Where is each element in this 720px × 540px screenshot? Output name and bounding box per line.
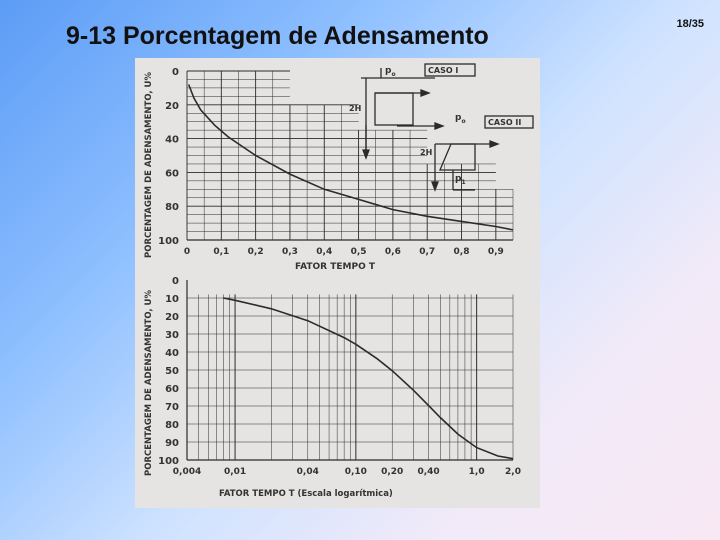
bottom-chart-grid (186, 280, 514, 461)
case1-label-box (424, 63, 476, 77)
bottom-y-tick-label: 90 (165, 438, 179, 449)
top-chart-grid (186, 70, 514, 241)
top-y-tick-label: 100 (158, 236, 179, 247)
case1-arrowhead-right (420, 89, 431, 97)
top-x-tick-label: 0,9 (488, 247, 504, 257)
top-y-tick-label: 20 (165, 101, 179, 112)
slide-title: 9-13 Porcentagem de Adensamento (66, 22, 489, 50)
bottom-chart-series-line (223, 297, 514, 460)
bottom-y-tick-label: 50 (165, 366, 179, 377)
top-x-tick-label: 0,6 (385, 247, 401, 257)
top-y-tick-label: 80 (165, 202, 179, 213)
top-chart-x-ticks: 0 0,1 0,2 0,3 0,4 0,5 0,6 0,7 0,8 0,9 (184, 247, 504, 257)
bottom-chart-x-axis-label: FATOR TEMPO T (Escala logarítmica) (219, 489, 393, 499)
bottom-y-tick-label: 40 (165, 348, 179, 359)
bottom-chart-y-axis-label: PORCENTAGEM DE ADENSAMENTO, U% (144, 290, 154, 476)
top-x-tick-label: 0,4 (316, 247, 332, 257)
top-y-tick-label: 40 (165, 135, 179, 146)
bottom-y-tick-label: 70 (165, 402, 179, 413)
top-y-tick-label: 0 (172, 67, 179, 78)
scanned-figure: 0 20 40 60 80 100 0 0,1 0,2 0,3 0,4 0,5 0,6 0,7 0,8 0,… (135, 58, 540, 508)
bottom-chart-x-ticks: 0,004 0,01 0,04 0,10 0,20 0,40 1,0 2,0 (173, 467, 521, 477)
case1-pressure-block (374, 92, 414, 126)
top-x-tick-label: 0,2 (248, 247, 264, 257)
bottom-x-tick-label: 1,0 (469, 467, 485, 477)
case1-arrowhead-base (434, 122, 445, 130)
case1-label: CASO I (428, 66, 458, 75)
top-x-tick-label: 0,3 (282, 247, 298, 257)
bottom-x-tick-label: 0,004 (173, 467, 201, 477)
bottom-chart: 0 10 20 30 40 50 60 70 80 90 100 0,004 0,01 0,04 0,10… (144, 276, 521, 499)
top-x-tick-label: 0,5 (351, 247, 367, 257)
case2-arrowhead-right (489, 140, 500, 148)
bottom-y-tick-label: 20 (165, 312, 179, 323)
top-chart-y-ticks: 0 20 40 60 80 100 (158, 67, 179, 247)
bottom-y-tick-label: 10 (165, 294, 179, 305)
bottom-y-tick-label: 60 (165, 384, 179, 395)
top-y-tick-label: 60 (165, 168, 179, 179)
bottom-x-tick-label: 2,0 (505, 467, 521, 477)
bottom-x-tick-label: 0,20 (381, 467, 403, 477)
top-chart-y-axis-label: PORCENTAGEM DE ADENSAMENTO, U% (144, 72, 154, 258)
case2-pressure-trapezoid (439, 143, 476, 171)
case2-bottom-load-label: p1 (455, 174, 466, 186)
case1-arrowhead-down (362, 149, 370, 160)
top-chart-series-line (187, 84, 514, 231)
case2-height-label: 2H (420, 148, 432, 157)
page-number: 18/35 (676, 18, 704, 30)
bottom-x-tick-label: 0,40 (417, 467, 439, 477)
case-diagrams (361, 63, 534, 192)
top-x-tick-label: 0,1 (213, 247, 229, 257)
case2-label: CASO II (488, 118, 521, 127)
bottom-x-tick-label: 0,04 (297, 467, 319, 477)
case1-height-label: 2H (349, 104, 361, 113)
top-x-tick-label: 0 (184, 247, 190, 257)
case1-load-label: po (385, 66, 396, 78)
bottom-chart-y-ticks: 0 10 20 30 40 50 60 70 80 90 100 (158, 276, 179, 467)
top-x-tick-label: 0,8 (454, 247, 470, 257)
bottom-x-tick-label: 0,01 (224, 467, 246, 477)
case2-arrowhead-down (431, 181, 439, 192)
case2-load-label: po (455, 113, 466, 125)
bottom-y-tick-label: 100 (158, 456, 179, 467)
case2-label-box (484, 115, 534, 129)
top-chart: 0 20 40 60 80 100 0 0,1 0,2 0,3 0,4 0,5 0,6 0,7 0,8 0,… (144, 63, 534, 272)
bottom-y-tick-label: 0 (172, 276, 179, 287)
bottom-y-tick-label: 80 (165, 420, 179, 431)
bottom-y-tick-label: 30 (165, 330, 179, 341)
top-chart-x-axis-label: FATOR TEMPO T (295, 262, 376, 272)
bottom-x-tick-label: 0,10 (345, 467, 367, 477)
top-x-tick-label: 0,7 (419, 247, 435, 257)
